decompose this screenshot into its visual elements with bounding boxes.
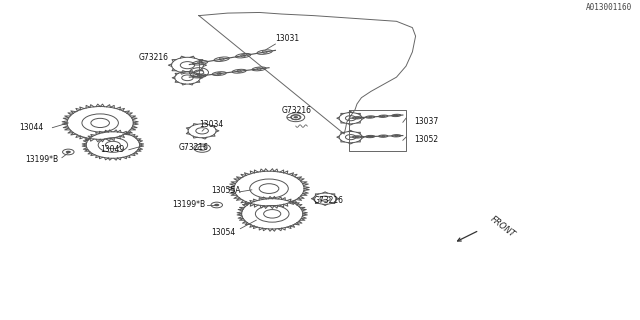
Text: 13031: 13031 xyxy=(275,34,300,44)
Text: G73216: G73216 xyxy=(179,143,209,152)
Text: FRONT: FRONT xyxy=(489,214,517,239)
Text: G73216: G73216 xyxy=(282,106,312,115)
Circle shape xyxy=(294,116,298,118)
Text: 13055A: 13055A xyxy=(212,186,241,195)
Text: 13049: 13049 xyxy=(100,145,124,154)
Text: 13199*B: 13199*B xyxy=(172,200,205,209)
Text: G73216: G73216 xyxy=(314,196,344,205)
Text: 13199*B: 13199*B xyxy=(26,155,59,164)
Circle shape xyxy=(66,151,71,153)
Text: 13054: 13054 xyxy=(212,228,236,237)
Circle shape xyxy=(214,204,220,206)
Text: 13052: 13052 xyxy=(414,135,438,144)
Text: 13034: 13034 xyxy=(199,120,223,129)
Text: A013001160: A013001160 xyxy=(586,4,632,12)
Text: G73216: G73216 xyxy=(138,53,168,62)
Text: 13037: 13037 xyxy=(414,117,438,126)
Text: 13044: 13044 xyxy=(19,123,44,132)
